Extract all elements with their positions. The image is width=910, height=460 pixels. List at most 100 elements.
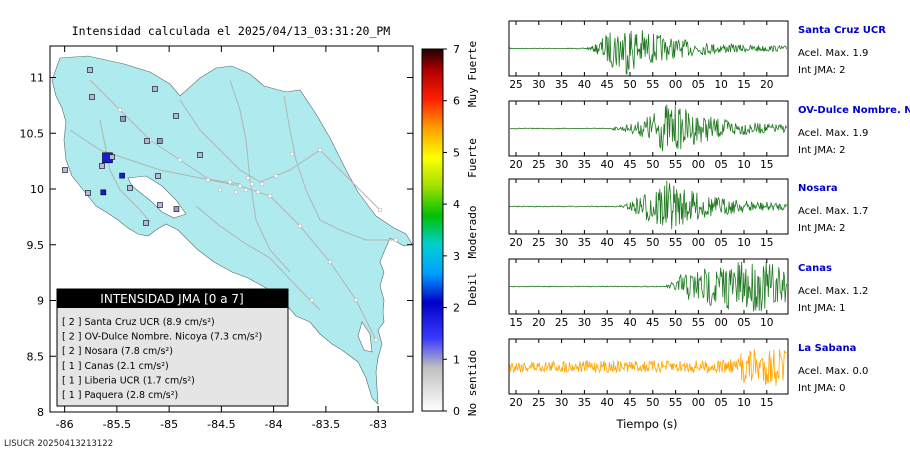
time-tick-label: 40 (623, 317, 636, 329)
time-tick-label: 05 (737, 317, 750, 329)
time-tick-label: 05 (692, 79, 705, 91)
time-tick-label: 50 (646, 237, 659, 249)
time-tick-label: 45 (601, 79, 614, 91)
station-marker (197, 152, 203, 158)
lon-tick-label: -85 (160, 418, 178, 431)
time-tick-label: 30 (555, 159, 568, 171)
time-tick-label: 25 (532, 159, 545, 171)
lon-tick-label: -84.5 (207, 418, 235, 431)
legend-item: [ 2 ] Nosara (7.8 cm/s²) (62, 346, 173, 357)
time-tick-label: 25 (532, 397, 545, 409)
time-tick-label: 25 (509, 79, 522, 91)
station-name: Santa Cruz UCR (798, 25, 886, 36)
time-tick-label: 15 (509, 317, 522, 329)
colorbar-gradient (421, 48, 444, 412)
station-marker (152, 86, 158, 92)
lat-tick-label: 10.5 (20, 127, 45, 140)
time-axis-label: Tiempo (s) (615, 417, 677, 431)
station-jma: Int JMA: 0 (798, 383, 846, 394)
station-marker (157, 202, 163, 208)
seismogram-waveform (509, 261, 787, 312)
costa-rica-land (51, 55, 413, 405)
station-jma: Int JMA: 2 (798, 223, 846, 234)
legend-item: [ 2 ] Santa Cruz UCR (8.9 cm/s²) (62, 317, 215, 328)
lat-tick-label: 9 (37, 295, 44, 308)
colorbar-category-label: No sentido (466, 350, 479, 416)
time-tick-label: 10 (737, 237, 750, 249)
lat-tick-label: 11 (30, 72, 44, 85)
time-tick-label: 40 (601, 237, 614, 249)
time-tick-label: 25 (555, 317, 568, 329)
time-tick-label: 05 (715, 397, 728, 409)
time-tick-label: 25 (532, 237, 545, 249)
time-tick-label: 50 (646, 397, 659, 409)
station-name: Nosara (798, 183, 838, 194)
colorbar-tick-label: 7 (453, 43, 460, 56)
time-tick-label: 20 (760, 79, 773, 91)
lon-tick-label: -86 (56, 418, 74, 431)
legend-item: [ 1 ] Liberia UCR (1.7 cm/s²) (62, 375, 195, 386)
colorbar-category-label: Fuerte (466, 138, 479, 178)
time-tick-label: 10 (737, 397, 750, 409)
station-jma: Int JMA: 1 (798, 303, 846, 314)
station-marker (85, 190, 91, 196)
station-marker (100, 189, 107, 196)
station-marker (156, 138, 163, 144)
time-tick-label: 30 (555, 237, 568, 249)
colorbar-tick-label: 5 (453, 146, 460, 159)
time-tick-label: 45 (646, 317, 659, 329)
legend-item: [ 2 ] OV-Dulce Nombre. Nicoya (7.3 cm/s²… (62, 332, 262, 343)
station-name: OV-Dulce Nombre. Nicoya (798, 105, 910, 116)
seismogram-panel: 25 30 35 40 45 50 55 00 05 10 15 20 Santa Cruz UCR Ac… (508, 20, 886, 91)
seismogram-waveform (509, 104, 787, 152)
station-marker (87, 67, 93, 73)
lon-tick-label: -85.5 (103, 418, 131, 431)
time-tick-label: 20 (509, 159, 522, 171)
colorbar-tick-label: 0 (453, 405, 460, 418)
map-title: Intensidad calculada el 2025/04/13_03:31… (72, 24, 391, 38)
seismogram-panels: 25 30 35 40 45 50 55 00 05 10 15 20 Santa Cruz UCR Ac… (508, 20, 910, 409)
time-tick-label: 05 (715, 159, 728, 171)
time-tick-label: 55 (669, 397, 682, 409)
time-tick-label: 15 (737, 79, 750, 91)
lat-tick-label: 8.5 (27, 350, 45, 363)
station-accel: Acel. Max. 1.9 (798, 128, 868, 139)
colorbar-tick-label: 3 (453, 250, 460, 263)
station-accel: Acel. Max. 0.0 (798, 366, 868, 377)
station-jma: Int JMA: 2 (798, 65, 846, 76)
station-marker (173, 206, 180, 212)
time-tick-label: 35 (601, 317, 614, 329)
station-marker (109, 154, 115, 160)
station-marker (127, 185, 133, 191)
time-tick-label: 05 (715, 237, 728, 249)
time-tick-label: 45 (623, 237, 636, 249)
time-tick-label: 55 (692, 317, 705, 329)
legend-title: INTENSIDAD JMA [0 a 7] (100, 292, 243, 306)
legend-item: [ 1 ] Paquera (2.8 cm/s²) (62, 390, 178, 401)
station-marker (144, 138, 150, 144)
time-tick-label: 55 (669, 159, 682, 171)
station-marker (120, 115, 126, 122)
time-tick-label: 40 (578, 79, 591, 91)
time-tick-label: 50 (623, 79, 636, 91)
time-tick-label: 55 (669, 237, 682, 249)
time-tick-label: 30 (578, 317, 591, 329)
colorbar-category-label: Moderado (466, 206, 479, 259)
time-tick-label: 35 (578, 159, 591, 171)
time-tick-label: 40 (601, 159, 614, 171)
map-ticks: -86 -85.5 -85 -84.5 -84 -83.5 -83 11 10.5 10 9.5 9 8… (20, 46, 413, 431)
time-tick-label: 20 (532, 317, 545, 329)
station-accel: Acel. Max. 1.9 (798, 48, 868, 59)
time-tick-label: 40 (601, 397, 614, 409)
station-marker (173, 113, 179, 119)
time-tick-label: 10 (737, 159, 750, 171)
time-tick-label: 35 (578, 397, 591, 409)
station-marker (62, 167, 68, 173)
legend-items: [ 2 ] Santa Cruz UCR (8.9 cm/s²) [ 2 ] OV… (62, 317, 262, 401)
map-frame (49, 45, 414, 413)
time-tick-label: 10 (760, 317, 773, 329)
seismogram-panel: 20 25 30 35 40 45 50 55 00 05 10 15 Nosara Acel. Max.… (508, 178, 868, 249)
station-name: La Sabana (798, 343, 856, 354)
station-marker (99, 163, 105, 169)
seismogram-panel: 15 20 25 30 35 40 45 50 55 00 05 10 Canas Acel. Max. … (508, 258, 868, 329)
